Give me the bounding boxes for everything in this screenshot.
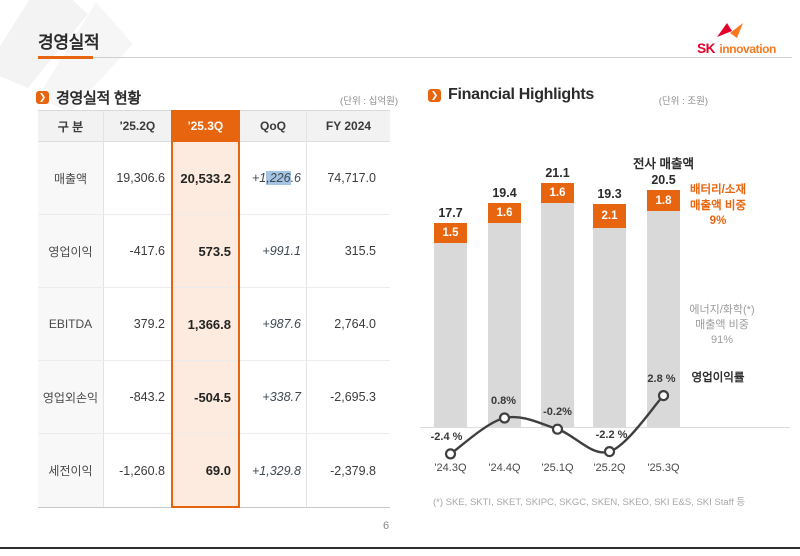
cell-q2: -417.6	[104, 215, 171, 288]
cell-qoq: +338.7	[240, 361, 307, 434]
cell-qoq: +991.1	[240, 215, 307, 288]
bottom-rule	[0, 547, 800, 549]
row-label: 영업외손익	[38, 361, 104, 434]
results-table: 구 분 '25.2Q '25.3Q QoQ FY 2024 매출액 19,306.…	[38, 110, 390, 508]
x-axis-label: '24.3Q	[434, 462, 467, 474]
col-header-fy2024: FY 2024	[307, 110, 390, 142]
x-axis-label: '25.2Q	[593, 462, 626, 474]
chart-area: 전사 매출액 배터리/소재 매출액 비중 9% 에너지/화학(*) 매출액 비중…	[420, 140, 800, 480]
cell-q3: 69.0	[171, 434, 240, 507]
page-number: 6	[382, 520, 390, 532]
cell-qoq: +987.6	[240, 288, 307, 361]
chart-section-title: Financial Highlights	[448, 86, 595, 103]
table-unit-label: (단위 : 십억원)	[340, 96, 398, 107]
col-header-25-3q: '25.3Q	[171, 110, 240, 142]
logo-innovation: innovation	[719, 42, 776, 56]
cell-qoq: +1,226.6	[240, 142, 307, 215]
row-label: 매출액	[38, 142, 104, 215]
bar: 2.1	[593, 204, 626, 427]
cell-q2: 379.2	[104, 288, 171, 361]
section-arrow-icon: ❯	[428, 88, 441, 102]
bar: 1.6	[541, 183, 574, 427]
chart-unit-label: (단위 : 조원)	[658, 96, 708, 107]
sk-butterfly-icon	[717, 23, 743, 38]
line-marker	[603, 446, 616, 458]
bar-accent-segment: 1.6	[488, 203, 521, 223]
row-label: 세전이익	[38, 434, 104, 507]
x-axis-label: '25.3Q	[647, 462, 680, 474]
energy-share-annotation: 에너지/화학(*) 매출액 비중 91%	[689, 304, 755, 346]
bar-total-label: 19.3	[597, 187, 622, 201]
bar-total-label: 19.4	[492, 186, 517, 200]
cell-qoq: +1,329.8	[240, 434, 307, 507]
cell-q2: -843.2	[104, 361, 171, 434]
cell-q3: 573.5	[171, 215, 240, 288]
total-revenue-label: 전사 매출액	[633, 157, 694, 171]
bar-accent-segment: 1.8	[647, 190, 680, 211]
cell-q3: 20,533.2	[171, 142, 240, 215]
bar-accent-segment: 1.5	[434, 223, 467, 243]
section-arrow-icon: ❯	[36, 91, 49, 104]
cell-fy: 315.5	[307, 215, 390, 288]
bar: 1.8	[647, 190, 680, 427]
col-header-25-2q: '25.2Q	[104, 110, 171, 142]
chart-section-header: ❯ Financial Highlights	[428, 86, 594, 104]
text-selection-highlight: ,226	[266, 171, 291, 185]
percent-label: -2.2 %	[595, 428, 628, 441]
logo-text: SK innovation	[690, 40, 776, 58]
logo-sk: SK	[697, 41, 715, 56]
title-rule-accent	[38, 56, 93, 59]
table-section-header: ❯ 경영실적 현황	[36, 87, 141, 108]
percent-label: -0.2%	[543, 406, 572, 419]
bar: 1.6	[488, 203, 521, 427]
line-marker	[444, 448, 457, 460]
cell-q2: -1,260.8	[119, 463, 165, 478]
percent-label: 0.8%	[490, 395, 517, 407]
cell-q3: 1,366.8	[171, 288, 240, 361]
sk-innovation-logo: SK innovation	[690, 20, 776, 58]
battery-share-annotation: 배터리/소재 매출액 비중 9%	[689, 184, 747, 228]
title-rule	[38, 57, 792, 58]
bar-accent-segment: 1.6	[541, 183, 574, 203]
row-label: 영업이익	[38, 215, 104, 288]
bar: 1.5	[434, 223, 467, 427]
cell-fy: 74,717.0	[307, 142, 390, 215]
x-axis-label: '25.1Q	[541, 462, 574, 474]
cell-fy: -2,695.3	[307, 361, 390, 434]
bar-total-label: 21.1	[545, 166, 570, 180]
cell-q3: -504.5	[171, 361, 240, 434]
row-label: EBITDA	[38, 288, 104, 361]
cell-q2: 19,306.6	[104, 142, 171, 215]
percent-label: 2.8 %	[647, 372, 676, 385]
col-header-gubun: 구 분	[38, 110, 104, 142]
col-header-qoq: QoQ	[240, 110, 307, 142]
operating-margin-label: 영업이익률	[691, 372, 745, 384]
table-section-title: 경영실적 현황	[56, 90, 141, 107]
bar-accent-segment: 2.1	[593, 204, 626, 228]
cell-fy: 2,764.0	[307, 288, 390, 361]
bar-total-label: 17.7	[438, 206, 463, 220]
bar-total-label: 20.5	[651, 173, 676, 187]
x-axis-label: '24.4Q	[488, 462, 521, 474]
page-title: 경영실적	[38, 33, 100, 52]
cell-fy: -2,379.8	[330, 463, 376, 478]
percent-label: -2.4 %	[430, 430, 463, 443]
footnote: (*) SKE, SKTI, SKET, SKIPC, SKGC, SKEN, …	[433, 497, 746, 508]
